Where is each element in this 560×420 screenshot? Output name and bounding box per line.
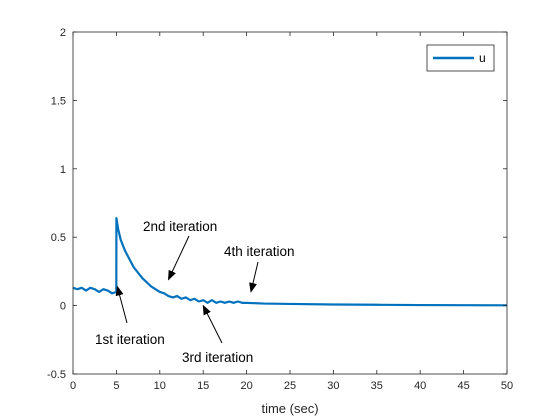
legend-label-u: u xyxy=(479,51,486,65)
annotation-label-3: 3rd iteration xyxy=(182,350,253,365)
legend: u xyxy=(426,44,495,72)
tick-layer: 0 5 10 15 20 25 30 35 40 45 50 -0.5 0 0.5 1 1.5 2 xyxy=(47,27,513,392)
x-tick-label: 20 xyxy=(240,380,252,392)
x-tick-label: 40 xyxy=(414,380,426,392)
y-tick-label: 1.5 xyxy=(51,95,66,107)
x-tick-label: 25 xyxy=(284,380,296,392)
annotation-layer: 1st iteration 2nd iteration 3rd iteration 4… xyxy=(95,219,295,365)
y-tick-label: 2 xyxy=(60,27,66,39)
annotation-arrow-3 xyxy=(202,304,223,344)
series-layer xyxy=(72,216,508,307)
series-line-u xyxy=(72,216,508,307)
y-tick-label: -0.5 xyxy=(47,369,66,381)
x-tick-label: 5 xyxy=(113,380,119,392)
plot-area xyxy=(73,32,507,374)
x-tick-label: 10 xyxy=(154,380,166,392)
x-tick-label: 30 xyxy=(327,380,339,392)
annotation-label-4: 4th iteration xyxy=(224,244,295,259)
x-tick-label: 35 xyxy=(371,380,383,392)
x-tick-label: 0 xyxy=(70,380,76,392)
y-tick-label: 0 xyxy=(60,301,66,313)
y-tick-label: 0.5 xyxy=(51,232,66,244)
x-tick-label: 50 xyxy=(501,380,513,392)
annotation-arrow-2 xyxy=(168,235,190,281)
y-tick-label: 1 xyxy=(60,164,66,176)
annotation-label-2: 2nd iteration xyxy=(143,219,217,234)
annotation-arrow-4 xyxy=(249,261,259,293)
x-axis-label: time (sec) xyxy=(261,401,318,416)
annotation-arrow-1 xyxy=(115,285,128,324)
x-tick-label: 15 xyxy=(197,380,209,392)
x-tick-label: 45 xyxy=(457,380,469,392)
annotation-label-1: 1st iteration xyxy=(95,332,165,347)
